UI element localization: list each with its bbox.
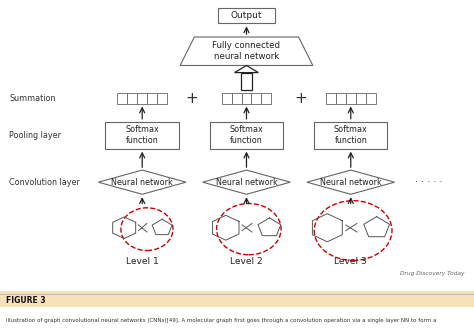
Bar [147, 93, 157, 104]
Text: Level 1: Level 1 [126, 258, 159, 266]
Bar [137, 93, 147, 104]
Text: FIGURE 3: FIGURE 3 [6, 296, 46, 305]
Bar [232, 93, 242, 104]
Polygon shape [307, 170, 394, 194]
Text: Summation: Summation [9, 94, 56, 103]
Bar [218, 8, 275, 24]
Text: · · · · ·: · · · · · [415, 177, 443, 187]
Text: Drug Discovery Today: Drug Discovery Today [400, 271, 465, 276]
Polygon shape [180, 37, 313, 66]
Text: Convolution layer: Convolution layer [9, 178, 81, 187]
Text: Output: Output [231, 11, 262, 20]
Text: Fully connected
neural network: Fully connected neural network [212, 41, 281, 61]
Bar [356, 93, 365, 104]
Text: Softmax
function: Softmax function [125, 125, 159, 145]
Text: Level 2: Level 2 [230, 258, 263, 266]
Bar [336, 93, 346, 104]
Text: Neural network: Neural network [320, 178, 382, 187]
Text: Level 3: Level 3 [334, 258, 367, 266]
Text: +: + [186, 91, 198, 106]
Bar [262, 93, 271, 104]
Bar [326, 93, 336, 104]
Bar [0, 291, 474, 307]
Bar [365, 93, 375, 104]
Text: Neural network: Neural network [111, 178, 173, 187]
Bar [346, 93, 356, 104]
Bar [210, 122, 283, 149]
Polygon shape [202, 170, 290, 194]
Text: Softmax
function: Softmax function [334, 125, 368, 145]
Polygon shape [98, 170, 186, 194]
Bar [105, 122, 179, 149]
Text: +: + [295, 91, 307, 106]
Text: Softmax
function: Softmax function [229, 125, 264, 145]
Bar [127, 93, 137, 104]
Bar [221, 93, 231, 104]
Bar [314, 122, 387, 149]
Bar [251, 93, 262, 104]
Polygon shape [235, 66, 258, 72]
Text: Illustration of graph convolutional neural networks (CNNs)[49]. A molecular grap: Illustration of graph convolutional neur… [6, 318, 436, 323]
Bar [241, 72, 252, 90]
Text: Pooling layer: Pooling layer [9, 131, 62, 140]
Text: Neural network: Neural network [216, 178, 277, 187]
Bar [242, 93, 252, 104]
Bar [157, 93, 167, 104]
Bar [117, 93, 127, 104]
